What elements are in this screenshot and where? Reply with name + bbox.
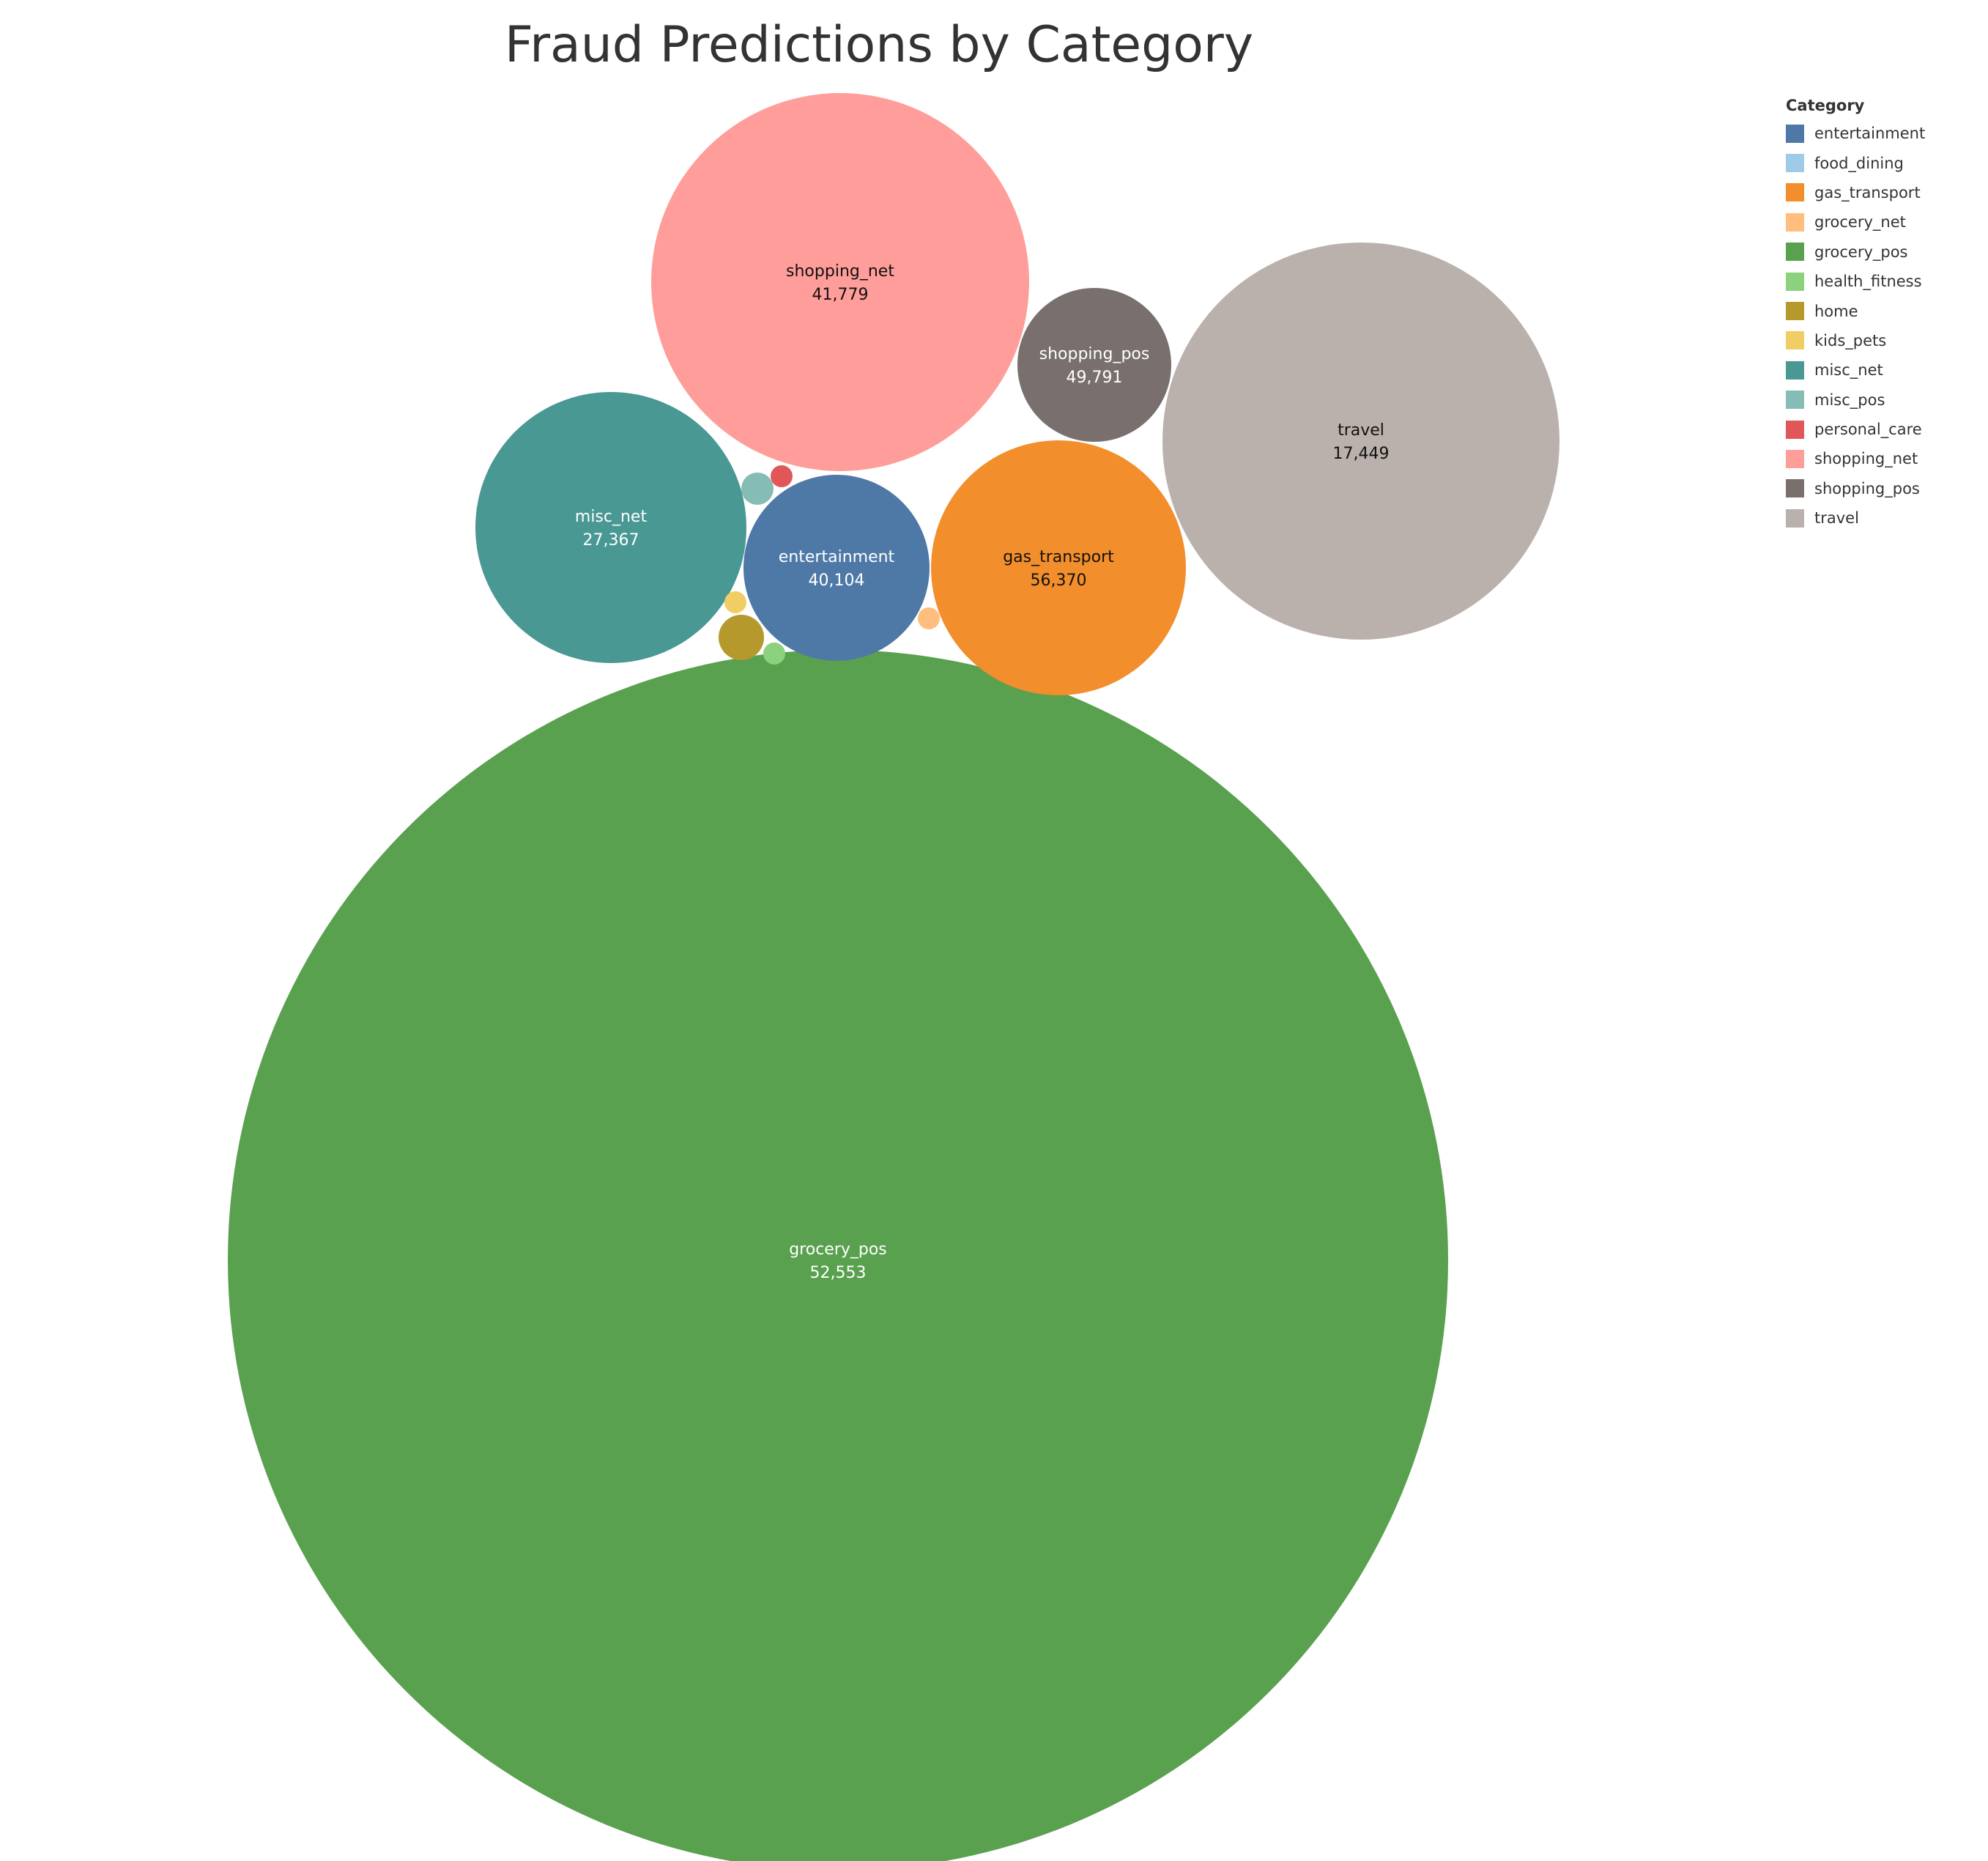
legend-label: misc_pos	[1814, 391, 1885, 409]
bubble-value-grocery-pos: 52,553	[810, 1264, 867, 1282]
legend-label: shopping_pos	[1814, 479, 1920, 497]
legend-swatch	[1786, 212, 1804, 232]
bubble-misc-net[interactable]	[475, 392, 746, 663]
legend-swatch	[1786, 331, 1804, 350]
legend-swatch	[1786, 360, 1804, 380]
legend-swatch	[1786, 391, 1804, 410]
bubble-home[interactable]	[719, 615, 764, 660]
chart-title: Fraud Predictions by Category	[504, 16, 1254, 74]
legend-swatch	[1786, 449, 1804, 468]
legend-label: home	[1814, 302, 1858, 320]
legend-item-personal-care[interactable]: personal_care	[1786, 415, 1925, 444]
legend-label: travel	[1814, 509, 1859, 528]
legend-label: misc_net	[1814, 361, 1883, 380]
bubble-shopping-net[interactable]	[651, 93, 1029, 471]
legend-item-grocery-pos[interactable]: grocery_pos	[1786, 237, 1925, 267]
bubble-kids-pets[interactable]	[724, 591, 746, 613]
legend-swatch	[1786, 243, 1804, 262]
bubble-value-travel: 17,449	[1333, 445, 1390, 463]
bubble-value-shopping-pos: 49,791	[1067, 369, 1123, 387]
legend-item-home[interactable]: home	[1786, 296, 1925, 325]
bubble-label-entertainment: entertainment	[779, 548, 895, 566]
bubble-value-entertainment: 40,104	[809, 571, 865, 590]
legend-label: food_dining	[1814, 154, 1904, 172]
legend-swatch	[1786, 302, 1804, 321]
legend-swatch	[1786, 124, 1804, 143]
bubble-travel[interactable]	[1162, 243, 1559, 640]
legend-swatch	[1786, 272, 1804, 291]
bubble-entertainment[interactable]	[743, 475, 930, 661]
bubble-shopping-pos[interactable]	[1017, 288, 1171, 442]
legend-item-entertainment[interactable]: entertainment	[1786, 119, 1925, 148]
bubble-health-fitness[interactable]	[763, 643, 785, 665]
legend-label: grocery_net	[1814, 213, 1906, 232]
legend-label: shopping_net	[1814, 450, 1918, 468]
bubble-grocery-pos[interactable]	[228, 650, 1448, 1861]
legend-item-shopping-net[interactable]: shopping_net	[1786, 444, 1925, 473]
bubble-personal-care[interactable]	[771, 465, 793, 487]
legend-label: health_fitness	[1814, 273, 1922, 291]
legend-label: entertainment	[1814, 125, 1926, 143]
legend-item-grocery-net[interactable]: grocery_net	[1786, 207, 1925, 237]
legend-item-misc-pos[interactable]: misc_pos	[1786, 385, 1925, 415]
legend-item-travel[interactable]: travel	[1786, 503, 1925, 533]
legend-label: gas_transport	[1814, 183, 1921, 201]
bubble-value-gas-transport: 56,370	[1031, 571, 1087, 590]
legend-title: Category	[1786, 97, 1865, 114]
legend-label: kids_pets	[1814, 331, 1887, 349]
bubble-label-shopping-pos: shopping_pos	[1039, 345, 1150, 363]
bubble-label-misc-net: misc_net	[575, 508, 648, 526]
legend-item-misc-net[interactable]: misc_net	[1786, 355, 1925, 385]
legend-item-health-fitness[interactable]: health_fitness	[1786, 267, 1925, 296]
bubble-label-grocery-pos: grocery_pos	[789, 1240, 887, 1259]
bubble-label-shopping-net: shopping_net	[786, 262, 894, 281]
bubble-value-misc-net: 27,367	[583, 531, 639, 550]
legend-swatch	[1786, 154, 1804, 173]
bubble-value-shopping-net: 41,779	[812, 286, 869, 304]
bubble-label-travel: travel	[1338, 421, 1384, 440]
bubble-label-gas-transport: gas_transport	[1003, 548, 1114, 566]
legend: Category entertainment food_dining gas_tra…	[1786, 97, 1925, 533]
legend-swatch	[1786, 479, 1804, 498]
legend-item-food-dining[interactable]: food_dining	[1786, 148, 1925, 177]
legend-swatch	[1786, 420, 1804, 439]
legend-swatch	[1786, 183, 1804, 202]
legend-item-shopping-pos[interactable]: shopping_pos	[1786, 474, 1925, 503]
bubble-misc-pos[interactable]	[741, 473, 774, 505]
legend-item-gas-transport[interactable]: gas_transport	[1786, 178, 1925, 207]
bubble-gas-transport[interactable]	[931, 440, 1186, 695]
legend-label: grocery_pos	[1814, 243, 1908, 261]
legend-item-kids-pets[interactable]: kids_pets	[1786, 326, 1925, 355]
legend-label: personal_care	[1814, 421, 1922, 439]
legend-swatch	[1786, 508, 1804, 528]
bubble-grocery-net[interactable]	[918, 607, 940, 629]
